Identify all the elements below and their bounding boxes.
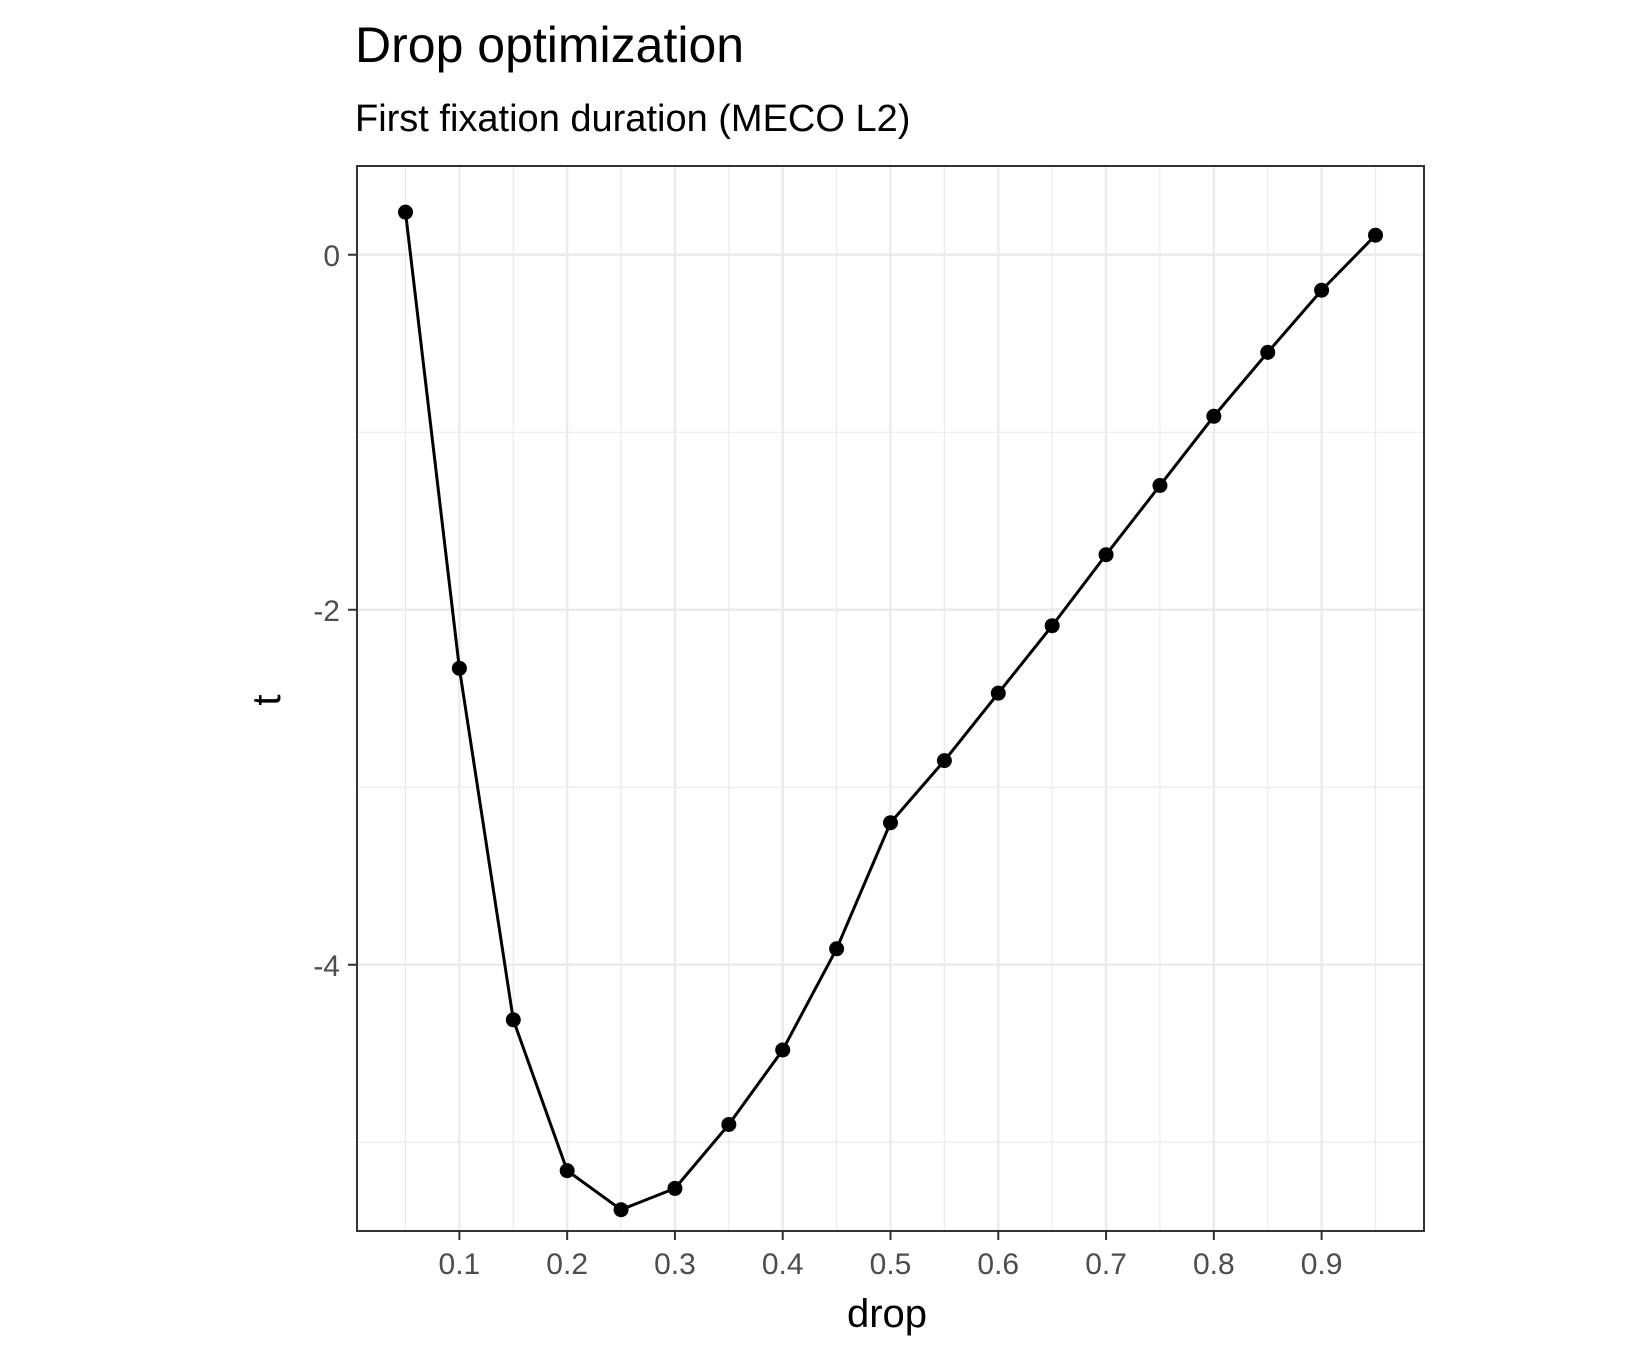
y-tick-label: 0 bbox=[323, 240, 340, 273]
x-tick-label: 0.1 bbox=[439, 1248, 481, 1281]
chart-subtitle: First fixation duration (MECO L2) bbox=[355, 98, 910, 140]
data-point bbox=[1206, 408, 1222, 424]
series-layer bbox=[398, 204, 1383, 1218]
x-tick-label: 0.2 bbox=[546, 1248, 588, 1281]
x-axis-title: drop bbox=[847, 1292, 927, 1336]
data-point bbox=[613, 1202, 629, 1218]
chart-title: Drop optimization bbox=[355, 17, 744, 73]
x-tick-label: 0.4 bbox=[762, 1248, 804, 1281]
y-tick-label: -2 bbox=[313, 595, 340, 628]
data-point bbox=[1260, 344, 1276, 360]
data-point bbox=[559, 1163, 575, 1179]
y-axis-title: t bbox=[245, 694, 289, 705]
data-point bbox=[667, 1180, 683, 1196]
data-point bbox=[1314, 282, 1330, 298]
x-tick-label: 0.6 bbox=[977, 1248, 1019, 1281]
axis-layer: 0.1 0.2 0.3 0.4 0.5 0.6 0.7 0.8 0.9 0 -2 -4 bbox=[313, 240, 1342, 1281]
x-tick-label: 0.5 bbox=[870, 1248, 912, 1281]
data-point bbox=[398, 204, 413, 220]
data-point bbox=[936, 753, 952, 769]
data-point bbox=[1098, 547, 1114, 563]
data-point bbox=[775, 1042, 791, 1058]
x-tick-label: 0.8 bbox=[1193, 1248, 1235, 1281]
x-tick-label: 0.9 bbox=[1301, 1248, 1343, 1281]
data-point bbox=[829, 941, 845, 957]
x-tick-label: 0.7 bbox=[1085, 1248, 1127, 1281]
data-point bbox=[451, 660, 467, 676]
data-point bbox=[1368, 227, 1383, 243]
data-point bbox=[1152, 478, 1168, 493]
x-tick-label: 0.3 bbox=[654, 1248, 696, 1281]
data-point bbox=[1044, 618, 1060, 634]
grid-layer bbox=[357, 166, 1424, 1231]
data-point bbox=[721, 1117, 737, 1132]
data-point bbox=[883, 815, 898, 831]
y-tick-label: -4 bbox=[313, 950, 340, 983]
data-point bbox=[990, 685, 1006, 701]
data-point bbox=[505, 1012, 521, 1028]
